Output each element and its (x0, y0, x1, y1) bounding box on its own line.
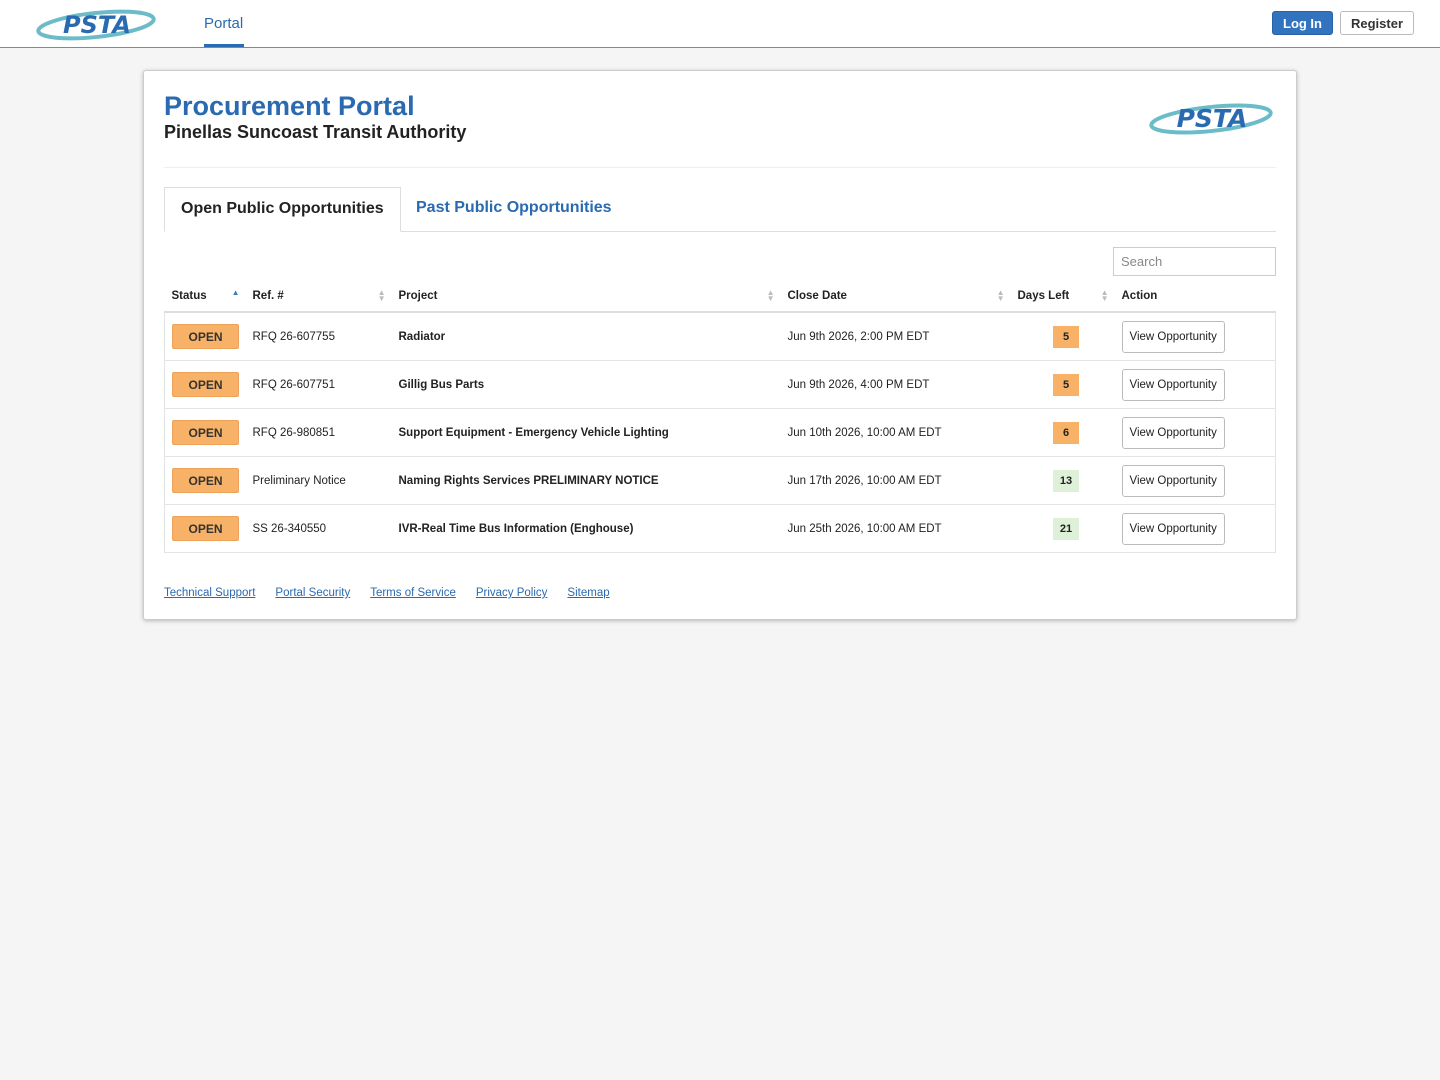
status-badge: OPEN (172, 372, 239, 397)
status-badge: OPEN (172, 468, 239, 493)
close-date-cell: Jun 17th 2026, 10:00 AM EDT (780, 456, 1011, 505)
project-cell: Radiator (391, 312, 781, 361)
cell: View Opportunity (1114, 504, 1276, 553)
cell: View Opportunity (1114, 312, 1276, 361)
view-button[interactable]: View Opportunity (1121, 464, 1225, 497)
cell: 13 (1010, 456, 1115, 505)
column-header[interactable]: Ref. # ▲ ▼ (245, 281, 392, 313)
view-button[interactable]: View Opportunity (1121, 416, 1225, 449)
close-date-cell: Jun 10th 2026, 10:00 AM EDT (780, 408, 1011, 457)
table-body: OPEN RFQ 26-607755 Radiator Jun 9th 2026, 2… (164, 312, 1276, 553)
ref-cell: RFQ 26-980851 (245, 408, 392, 457)
footer-link[interactable]: Privacy Policy (475, 587, 548, 599)
days-left-badge: 21 (1053, 517, 1079, 540)
cell: OPEN (164, 312, 246, 361)
status-badge: OPEN (172, 324, 239, 349)
cell: View Opportunity (1114, 408, 1276, 457)
register-button[interactable]: Register (1340, 11, 1415, 35)
footer-link[interactable]: Sitemap (567, 587, 610, 599)
view-button[interactable]: View Opportunity (1121, 368, 1225, 401)
divider (164, 167, 1276, 168)
table-row: OPEN SS 26-340550 IVR-Real Time Bus Inform… (164, 504, 1276, 553)
ref-cell: RFQ 26-607751 (245, 360, 392, 409)
cell: 21 (1010, 504, 1115, 553)
nav-link[interactable]: Portal (204, 15, 244, 32)
days-left-badge: 6 (1053, 421, 1079, 444)
logo-text: PSTA (63, 11, 131, 39)
footer-link[interactable]: Portal Security (275, 587, 351, 599)
table-row: OPEN RFQ 26-607755 Radiator Jun 9th 2026, 2… (164, 312, 1276, 361)
table-row: OPEN RFQ 26-980851 Support Equipment - Eme… (164, 408, 1276, 457)
tab[interactable]: Open Public Opportunities (164, 187, 401, 232)
cell: OPEN (164, 360, 246, 409)
status-badge: OPEN (172, 516, 239, 541)
close-date-cell: Jun 25th 2026, 10:00 AM EDT (780, 504, 1011, 553)
table-row: OPEN RFQ 26-607751 Gillig Bus Parts Jun 9th… (164, 360, 1276, 409)
cell: View Opportunity (1114, 456, 1276, 505)
view-button[interactable]: View Opportunity (1121, 512, 1225, 545)
active-indicator (204, 44, 244, 47)
navbar: PSTA Portal Log In Register (0, 0, 1440, 48)
login-button[interactable]: Log In (1272, 11, 1333, 35)
cell: 5 (1010, 312, 1115, 361)
page-title: Procurement Portal (164, 91, 415, 121)
sort-icon: ▲ ▼ (996, 288, 1005, 303)
card: Procurement Portal Pinellas Suncoast Tra… (143, 70, 1297, 620)
sort-icon: ▲ (231, 288, 240, 297)
project-cell: Naming Rights Services PRELIMINARY NOTIC… (391, 456, 781, 505)
sort-icon: ▲ ▼ (377, 288, 386, 303)
cell: OPEN (164, 408, 246, 457)
sort-icon: ▲ ▼ (1100, 288, 1109, 303)
close-date-cell: Jun 9th 2026, 4:00 PM EDT (780, 360, 1011, 409)
footer-link[interactable]: Terms of Service (370, 587, 456, 599)
project-cell: IVR-Real Time Bus Information (Enghouse) (391, 504, 781, 553)
opportunities-table: Status ▲ Ref. # ▲ ▼ Project ▲ ▼ Close Date ▲ ▼ Days… (164, 281, 1276, 553)
project-cell: Support Equipment - Emergency Vehicle Li… (391, 408, 781, 457)
table-row: OPEN Preliminary Notice Naming Rights Serv… (164, 456, 1276, 505)
page-subtitle: Pinellas Suncoast Transit Authority (164, 122, 467, 142)
tab[interactable]: Past Public Opportunities (416, 199, 612, 216)
cell: 5 (1010, 360, 1115, 409)
view-button[interactable]: View Opportunity (1121, 320, 1225, 353)
column-header: Action (1114, 281, 1276, 313)
search-input[interactable]: Search (1113, 247, 1276, 276)
column-header[interactable]: Project ▲ ▼ (391, 281, 781, 313)
ref-cell: Preliminary Notice (245, 456, 392, 505)
table-header: Status ▲ Ref. # ▲ ▼ Project ▲ ▼ Close Date ▲ ▼ Days… (164, 281, 1276, 313)
days-left-badge: 5 (1053, 325, 1079, 348)
footer: Technical Support Portal Security Terms of… (164, 587, 630, 599)
nav-logo[interactable]: PSTA (36, 6, 158, 42)
ref-cell: RFQ 26-607755 (245, 312, 392, 361)
close-date-cell: Jun 9th 2026, 2:00 PM EDT (780, 312, 1011, 361)
tab-border (164, 231, 1276, 232)
days-left-badge: 13 (1053, 469, 1079, 492)
cell: View Opportunity (1114, 360, 1276, 409)
cell: OPEN (164, 504, 246, 553)
cell: 6 (1010, 408, 1115, 457)
status-badge: OPEN (172, 420, 239, 445)
ref-cell: SS 26-340550 (245, 504, 392, 553)
cell: OPEN (164, 456, 246, 505)
column-header[interactable]: Status ▲ (164, 281, 246, 313)
sort-icon: ▲ ▼ (766, 288, 775, 303)
column-header[interactable]: Close Date ▲ ▼ (780, 281, 1011, 313)
project-cell: Gillig Bus Parts (391, 360, 781, 409)
logo-text: PSTA (1177, 104, 1248, 133)
header-logo: PSTA (1149, 103, 1273, 135)
footer-link[interactable]: Technical Support (164, 587, 256, 599)
days-left-badge: 5 (1053, 373, 1079, 396)
column-header[interactable]: Days Left ▲ ▼ (1010, 281, 1115, 313)
